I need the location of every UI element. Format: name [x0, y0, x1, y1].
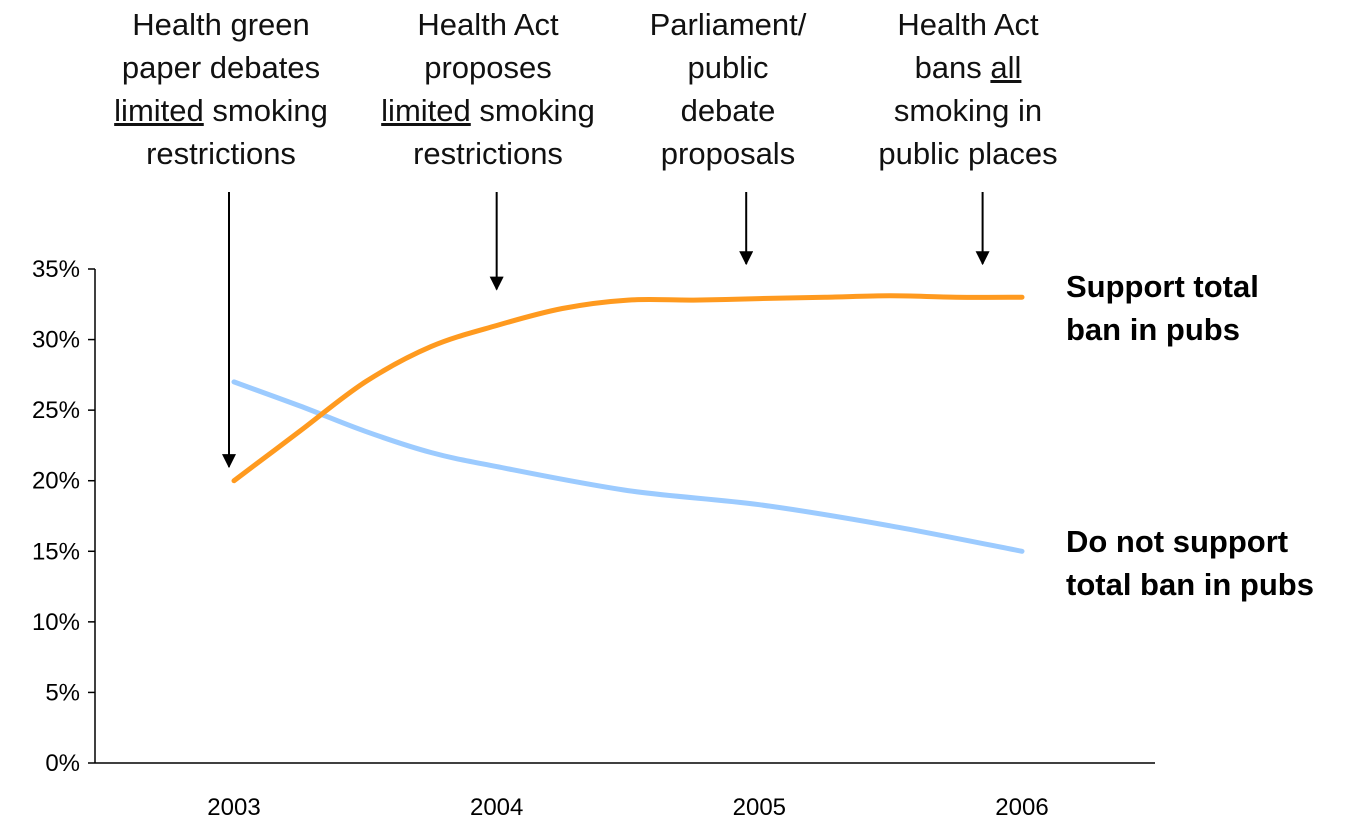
annotation-1: Health green paper debates limited smoking…: [81, 3, 361, 175]
tick-labels: 0% 5% 10% 15% 20% 25% 30% 35% 2003 2004 2005 2006: [32, 256, 1049, 821]
series-line-support: [231, 293, 1025, 484]
annotation-text: restrictions: [146, 136, 296, 171]
annotation-text: restrictions: [413, 136, 563, 171]
y-tick-label: 15%: [32, 538, 80, 565]
annotation-underlined-word: limited: [114, 93, 204, 128]
x-tick-label: 2005: [733, 794, 786, 821]
y-tick-label: 20%: [32, 468, 80, 495]
annotation-line: public: [588, 46, 868, 89]
series-label-line: ban in pubs: [1066, 312, 1240, 347]
x-tick-label: 2003: [207, 794, 260, 821]
annotation-underlined-word: all: [990, 50, 1022, 85]
annotation-text: bans: [914, 50, 991, 85]
x-tick-label: 2004: [470, 794, 523, 821]
annotation-line: limited smoking: [81, 89, 361, 132]
annotation-3: Parliament/public debate proposals: [588, 3, 868, 175]
y-tick-label: 5%: [45, 679, 80, 706]
y-tick-label: 30%: [32, 327, 80, 354]
series-line-do-not-support: [231, 379, 1025, 554]
annotation-line: Health green: [81, 3, 361, 46]
annotation-line: paper debates: [81, 46, 361, 89]
series-label-do-not-support: Do not support total ban in pubs: [1066, 520, 1314, 606]
annotation-text: smoking: [470, 93, 595, 128]
annotation-text: Parliament/: [649, 7, 807, 42]
y-tick-label: 0%: [45, 750, 80, 777]
annotation-underlined-word: limited: [381, 93, 471, 128]
series-lines: [231, 293, 1025, 554]
annotation-line: restrictions: [348, 132, 628, 175]
annotation-line: Health Act: [348, 3, 628, 46]
annotation-line: limited smoking: [348, 89, 628, 132]
annotation-text: paper debates: [121, 50, 321, 85]
y-tick-label: 10%: [32, 609, 80, 636]
annotation-line: smoking in: [828, 89, 1108, 132]
annotation-text: smoking in: [893, 93, 1043, 128]
annotation-line: Parliament/: [588, 3, 868, 46]
x-tick-label: 2006: [995, 794, 1048, 821]
annotation-text: public: [687, 50, 769, 85]
annotation-4: Health Act bans all smoking in public place…: [828, 3, 1108, 175]
annotation-text: Health green: [132, 7, 310, 42]
annotation-text: public places: [878, 136, 1058, 171]
annotation-text: Health Act: [897, 7, 1039, 42]
annotation-text: debate: [680, 93, 776, 128]
annotation-text: Health Act: [417, 7, 559, 42]
annotation-text: smoking: [203, 93, 328, 128]
axes: [88, 268, 1155, 764]
annotation-arrows: [222, 192, 990, 469]
annotation-line: bans all: [828, 46, 1108, 89]
annotation-2: Health Act proposes limited smoking restric…: [348, 3, 628, 175]
annotation-line: public places: [828, 132, 1108, 175]
annotation-line: Health Act: [828, 3, 1108, 46]
annotation-line: proposals: [588, 132, 868, 175]
annotation-line: debate: [588, 89, 868, 132]
annotation-text: proposals: [660, 136, 796, 171]
series-label-line: total ban in pubs: [1066, 567, 1314, 602]
annotation-line: proposes: [348, 46, 628, 89]
annotation-text: proposes: [424, 50, 552, 85]
y-tick-label: 25%: [32, 397, 80, 424]
annotation-line: restrictions: [81, 132, 361, 175]
series-label-line: Do not support: [1066, 524, 1289, 559]
series-label-support: Support total ban in pubs: [1066, 265, 1259, 351]
y-tick-label: 35%: [32, 256, 80, 283]
series-label-line: Support total: [1066, 269, 1259, 304]
